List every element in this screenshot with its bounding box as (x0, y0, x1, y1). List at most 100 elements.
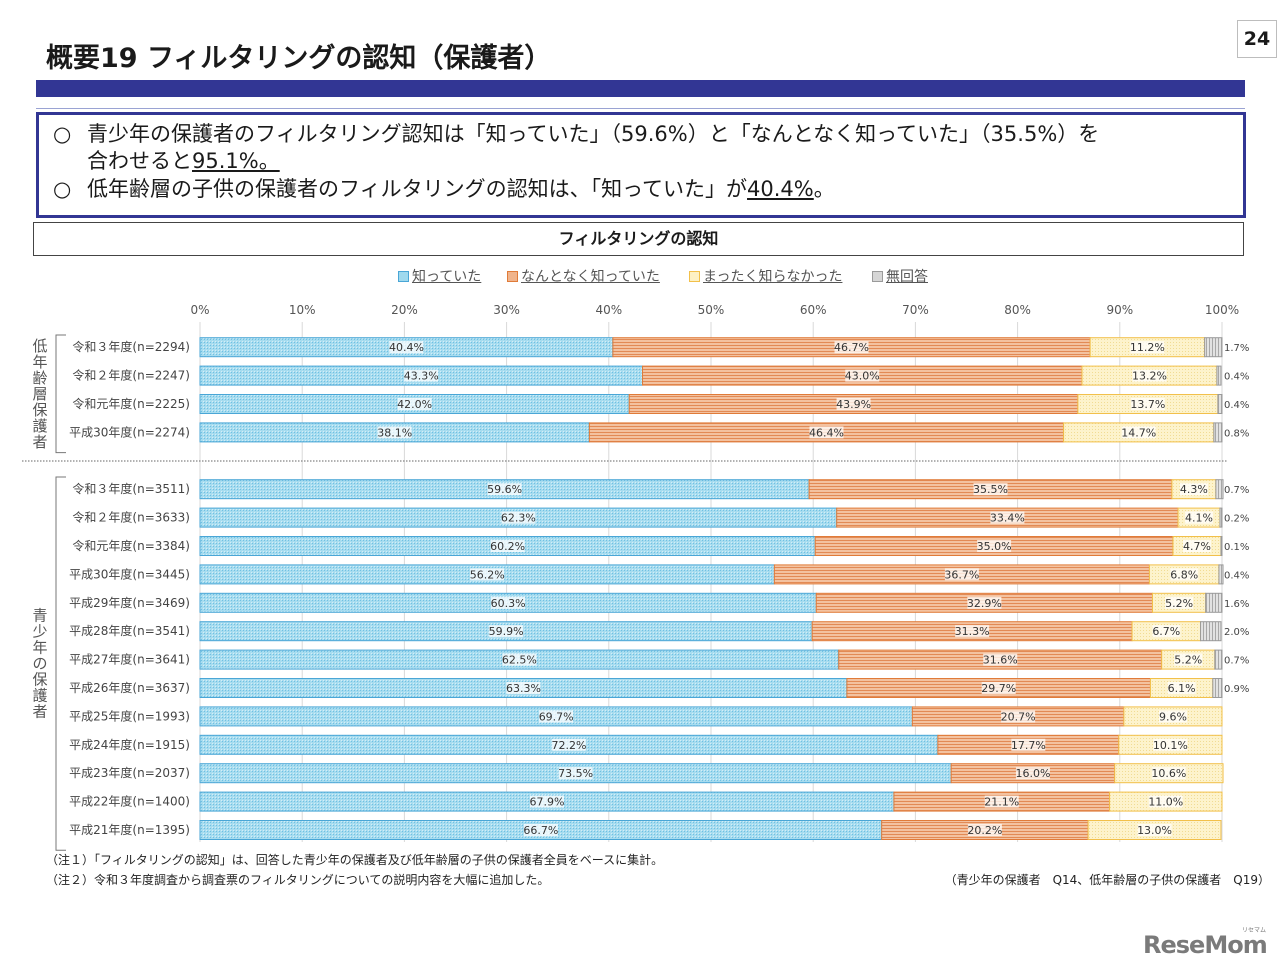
group-label-char: 年 (32, 353, 47, 371)
data-label: 9.6% (1159, 710, 1187, 723)
legend-item: まったく知らなかった (689, 266, 842, 286)
category-label: 令和元年度(n=3384) (72, 538, 190, 553)
data-label: 0.2% (1224, 514, 1249, 525)
data-label-bg (1121, 426, 1156, 439)
data-label: 1.7% (1224, 343, 1249, 354)
legend-label: 無回答 (886, 269, 928, 285)
data-label-bg (490, 540, 525, 552)
data-label-bg (1179, 483, 1208, 496)
data-label-bg (1130, 398, 1165, 410)
group-label-char: 齢 (32, 369, 47, 387)
data-label: 0.8% (1224, 428, 1249, 439)
data-label: 4.7% (1183, 540, 1211, 553)
resemom-logo: ReseMom (1143, 931, 1268, 959)
summary-item: ○ 青少年の保護者のフィルタリング認知は「知っていた」（59.6%）と「なんとなく… (53, 121, 1099, 175)
data-label: 31.3% (955, 625, 990, 638)
bar-segment (1220, 536, 1223, 556)
data-label: 10.1% (1153, 739, 1188, 752)
source-note: （青少年の保護者 Q14、低年齢層の子供の保護者 Q19） (944, 873, 1270, 887)
group-label-char: 保 (32, 401, 47, 419)
data-label: 1.6% (1224, 599, 1249, 610)
data-label: 0.1% (1224, 542, 1249, 553)
data-label: 13.7% (1130, 398, 1165, 411)
category-label: 令和２年度(n=2247) (72, 368, 190, 383)
category-label: 令和元年度(n=2225) (72, 396, 190, 411)
data-label-bg (973, 483, 1008, 496)
group-label-char: 低 (32, 337, 47, 355)
data-label-bg (551, 738, 586, 751)
data-label-bg (1153, 738, 1188, 751)
data-label-bg (487, 483, 522, 496)
data-label: 63.3% (506, 682, 541, 695)
data-label-bg (1011, 738, 1046, 751)
data-label: 69.7% (539, 710, 574, 723)
legend-item: 知っていた (398, 266, 481, 286)
data-label: 35.5% (973, 483, 1008, 496)
data-label: 20.7% (1001, 710, 1036, 723)
note-1: （注１）「フィルタリングの認知」は、回答した青少年の保護者及び低年齢層の子供の保… (46, 853, 664, 867)
category-label: 令和３年度(n=2294) (72, 339, 190, 354)
data-label: 11.0% (1148, 796, 1183, 809)
group-label-char: の (32, 655, 47, 673)
category-label: 平成22年度(n=1400) (69, 794, 190, 809)
data-label: 56.2% (470, 568, 505, 581)
data-label: 38.1% (377, 426, 412, 439)
page-number: 24 (1237, 20, 1277, 58)
summary-highlight: 40.4% (747, 177, 814, 201)
data-label-bg (1167, 682, 1196, 694)
x-tick-label: 10% (289, 303, 316, 317)
data-label-bg (977, 540, 1012, 552)
data-label-bg (489, 625, 524, 638)
data-label-bg (955, 625, 990, 638)
data-label-bg (967, 596, 1002, 609)
legend-label: なんとなく知っていた (521, 269, 660, 285)
data-label: 46.4% (809, 426, 844, 439)
bar-segment (1200, 621, 1222, 642)
x-tick-label: 0% (190, 303, 209, 317)
data-label-bg (1151, 767, 1186, 780)
data-label: 16.0% (1015, 767, 1050, 780)
data-label: 13.0% (1137, 824, 1172, 837)
data-label-bg (984, 795, 1019, 808)
legend-label: まったく知らなかった (703, 269, 843, 285)
data-label: 43.3% (404, 370, 439, 383)
x-tick-label: 20% (391, 303, 418, 317)
data-label: 35.0% (977, 540, 1012, 553)
group-label-char: 少 (32, 623, 47, 641)
data-label: 2.0% (1224, 627, 1249, 638)
data-label-bg (845, 369, 880, 382)
group-label-char: 護 (32, 687, 47, 705)
group-bracket (55, 334, 66, 454)
data-label: 59.9% (489, 625, 524, 638)
group-label-char: 護 (32, 417, 47, 435)
data-label: 6.8% (1170, 568, 1198, 581)
data-label-bg (529, 795, 564, 808)
bullet-icon: ○ (53, 122, 72, 146)
bar-segment (1219, 507, 1223, 528)
x-tick-label: 40% (595, 303, 622, 317)
bar-segment (1212, 678, 1223, 698)
title-divider-bar (36, 80, 1245, 97)
data-label-bg (558, 767, 593, 780)
data-label-bg (397, 398, 432, 410)
data-label: 67.9% (529, 796, 564, 809)
bar-segment (1204, 337, 1223, 358)
data-label: 4.3% (1180, 483, 1208, 496)
bullet-icon: ○ (53, 177, 72, 201)
category-label: 平成30年度(n=2274) (69, 424, 190, 439)
group-label-char: 者 (32, 433, 47, 451)
bar-segment (1205, 592, 1223, 613)
data-label: 0.7% (1224, 656, 1249, 667)
data-label-bg (491, 596, 526, 609)
data-label: 20.2% (967, 824, 1002, 837)
data-label-bg (501, 511, 536, 524)
data-label-bg (809, 426, 844, 439)
data-label: 72.2% (551, 739, 586, 752)
legend-swatch-known (398, 270, 409, 282)
x-tick-label: 90% (1106, 303, 1133, 317)
data-label: 62.5% (502, 654, 537, 667)
data-label-bg (506, 682, 541, 694)
data-label: 43.9% (836, 398, 871, 411)
data-label: 10.6% (1151, 767, 1186, 780)
